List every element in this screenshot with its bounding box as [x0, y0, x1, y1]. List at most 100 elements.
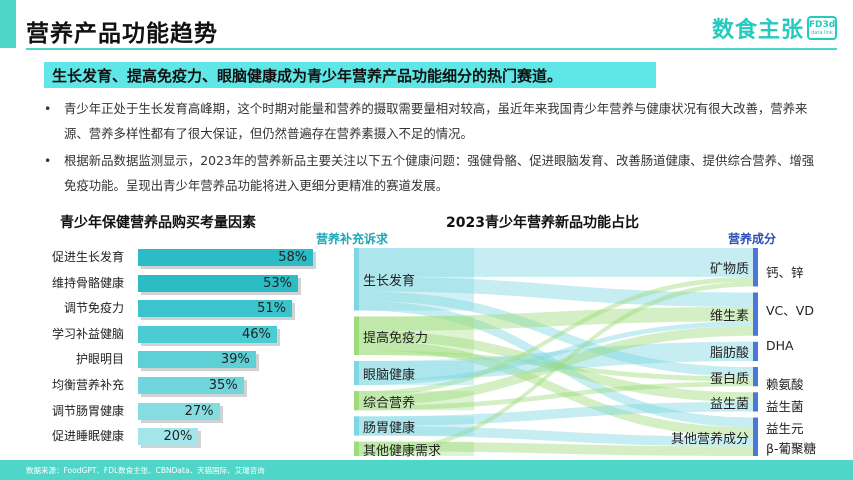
- bar-chart-title: 青少年保健营养品购买考量因素: [60, 215, 256, 231]
- sankey-link: [359, 300, 753, 428]
- logo-text: 数食主张: [711, 18, 804, 43]
- bar-fill: 53%: [138, 274, 299, 292]
- bar-fill: 46%: [138, 325, 277, 343]
- sankey-source-band: [354, 316, 474, 356]
- sankey-target-label: 脂肪酸: [709, 346, 749, 362]
- sankey-source-label: 其他健康需求: [363, 443, 442, 459]
- header-accent-bar: [0, 0, 16, 48]
- sankey-link: [359, 330, 753, 402]
- ingredient-detail-label: 益生元: [766, 421, 804, 436]
- bar-track: 46%: [138, 325, 280, 346]
- sankey-link: [359, 340, 753, 437]
- sankey-chart-title: 2023青少年营养新品功能占比: [446, 215, 639, 231]
- bar-category-label: 维持骨骼健康: [51, 275, 124, 290]
- bar-fill: 35%: [138, 377, 244, 394]
- sankey-link: [359, 306, 753, 331]
- bar-fill: 20%: [138, 428, 199, 446]
- sankey-link: [359, 326, 753, 406]
- ingredient-detail-label: VC、VD: [766, 303, 814, 318]
- highlight-banner: 生长发育、提高免疫力、眼脑健康成为青少年营养产品功能细分的热门赛道。: [44, 62, 656, 88]
- ingredient-detail-label: DHA: [766, 338, 794, 353]
- sankey-source-node: [354, 248, 359, 311]
- sankey-source-node: [354, 416, 359, 436]
- bar-value-label: 46%: [242, 326, 271, 342]
- bar-track: 51%: [138, 300, 296, 321]
- logo-badge: FD3d data.link: [807, 16, 837, 40]
- bar-category-label: 学习补益健脑: [51, 326, 124, 341]
- logo-badge-bottom: data.link: [811, 30, 833, 36]
- highlight-text: 生长发育、提高免疫力、眼脑健康成为青少年营养产品功能细分的热门赛道。: [52, 66, 563, 85]
- sankey-target-node: [753, 248, 758, 287]
- sankey-source-label: 眼脑健康: [363, 368, 416, 384]
- page-title: 营养产品功能趋势: [26, 21, 218, 47]
- sankey-target-node: [753, 367, 758, 387]
- bar-value-label: 58%: [278, 250, 308, 265]
- sankey-target-label: 其他营养成分: [670, 431, 749, 447]
- sankey-link: [359, 281, 753, 456]
- bar-category-label: 促进生长发育: [51, 250, 124, 264]
- bar-row: 调节肠胃健康 27%: [0, 400, 330, 423]
- sankey-link: [359, 276, 753, 396]
- bar-value-label: 53%: [263, 275, 293, 291]
- ingredient-detail-label: 赖氨酸: [766, 377, 804, 392]
- bar-value-label: 35%: [208, 378, 238, 393]
- bullet-text: 青少年正处于生长发育高峰期，这个时期对能量和营养的摄取需要量相对较高，虽近年来我…: [64, 101, 808, 141]
- sankey-link: [359, 381, 753, 411]
- sankey-source-band: [354, 361, 474, 386]
- bar-row: 调节免疫力 51%: [0, 297, 330, 321]
- sankey-target-label: 维生素: [709, 309, 749, 325]
- ingredient-detail-label: 益生菌: [766, 399, 804, 414]
- bar-value-label: 39%: [220, 352, 250, 368]
- bar-track: 20%: [138, 428, 202, 449]
- bar-row: 学习补益健脑 46%: [0, 323, 330, 346]
- bar-category-label: 均衡营养补充: [51, 378, 124, 392]
- bar-fill: 51%: [138, 300, 293, 318]
- sankey-target-label: 蛋白质: [709, 371, 749, 387]
- sankey-target-node: [753, 417, 758, 456]
- sankey-target-label: 益生菌: [709, 396, 749, 412]
- sankey-link: [359, 248, 753, 277]
- bar-track: 53%: [138, 274, 302, 295]
- ingredient-detail-label: 钙、锌: [766, 265, 804, 280]
- footer-source-text: 数据来源：FoodGPT、FDL数食主张、CBNData、天猫国际、艾瑞咨询: [26, 465, 265, 475]
- bar-category-label: 调节免疫力: [63, 301, 124, 316]
- bar-value-label: 20%: [163, 429, 193, 445]
- bar-fill: 27%: [138, 402, 220, 420]
- bar-track: 58%: [138, 249, 317, 269]
- sankey-target-node: [753, 292, 758, 336]
- sankey-link: [359, 350, 753, 382]
- footer-bar: 数据来源：FoodGPT、FDL数食主张、CBNData、天猫国际、艾瑞咨询: [0, 460, 853, 480]
- sankey-source-node: [354, 391, 359, 411]
- sankey-target-label: 矿物质: [709, 262, 749, 278]
- sankey-source-label: 生长发育: [363, 274, 416, 290]
- bullet-paragraph: • 青少年正处于生长发育高峰期，这个时期对能量和营养的摄取需要量相对较高，虽近年…: [44, 96, 824, 146]
- bar-value-label: 51%: [257, 301, 287, 317]
- sankey-link: [359, 425, 753, 447]
- bar-value-label: 27%: [184, 403, 214, 419]
- bar-track: 39%: [138, 351, 259, 372]
- sankey-source-band: [354, 391, 474, 411]
- sankey-target-node: [753, 341, 758, 362]
- bar-category-label: 促进睡眠健康: [51, 429, 124, 444]
- bar-row: 维持骨骼健康 53%: [0, 272, 330, 295]
- sankey-right-header: 营养成分: [728, 232, 777, 246]
- sankey-link: [359, 441, 753, 456]
- sankey-source-band: [354, 248, 474, 311]
- bar-category-label: 护眼明目: [75, 352, 124, 367]
- sankey-link: [359, 321, 753, 386]
- bar-fill: 58%: [138, 249, 314, 266]
- bar-row: 均衡营养补充 35%: [0, 374, 330, 397]
- sankey-source-label: 提高免疫力: [363, 330, 429, 346]
- sankey-source-node: [354, 441, 359, 456]
- logo-badge-top: FD3d: [808, 20, 836, 30]
- brand-logo: 数食主张 FD3d data.link: [712, 12, 837, 44]
- bar-category-label: 调节肠胃健康: [51, 403, 124, 418]
- sankey-chart: [354, 248, 758, 456]
- sankey-source-band: [354, 441, 474, 456]
- sankey-source-label: 综合营养: [363, 395, 416, 411]
- sankey-left-header: 营养补充诉求: [316, 232, 389, 246]
- sankey-link: [359, 341, 753, 381]
- bar-chart: 促进生长发育 58% 维持骨骼健康 53% 调节免疫力 51% 学习补益健脑 46% 护眼明目 3…: [0, 246, 330, 456]
- header-divider: [26, 48, 837, 50]
- bullet-text: 根据新品数据监测显示，2023年的营养新品主要关注以下五个健康问题：强健骨骼、促…: [64, 153, 815, 193]
